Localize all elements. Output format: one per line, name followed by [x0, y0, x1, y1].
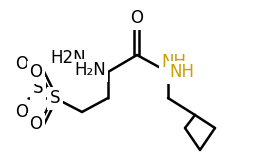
- Text: O: O: [29, 115, 42, 133]
- Text: NH: NH: [161, 53, 186, 71]
- Text: O: O: [130, 9, 143, 27]
- Text: O: O: [29, 63, 42, 81]
- Text: S: S: [50, 89, 60, 107]
- Text: O: O: [15, 55, 28, 73]
- Text: H2N: H2N: [50, 49, 86, 67]
- Text: S: S: [33, 79, 43, 97]
- Text: NH: NH: [169, 63, 194, 81]
- Text: O: O: [15, 103, 28, 121]
- Text: O: O: [130, 9, 143, 27]
- Text: H₂N: H₂N: [74, 61, 105, 79]
